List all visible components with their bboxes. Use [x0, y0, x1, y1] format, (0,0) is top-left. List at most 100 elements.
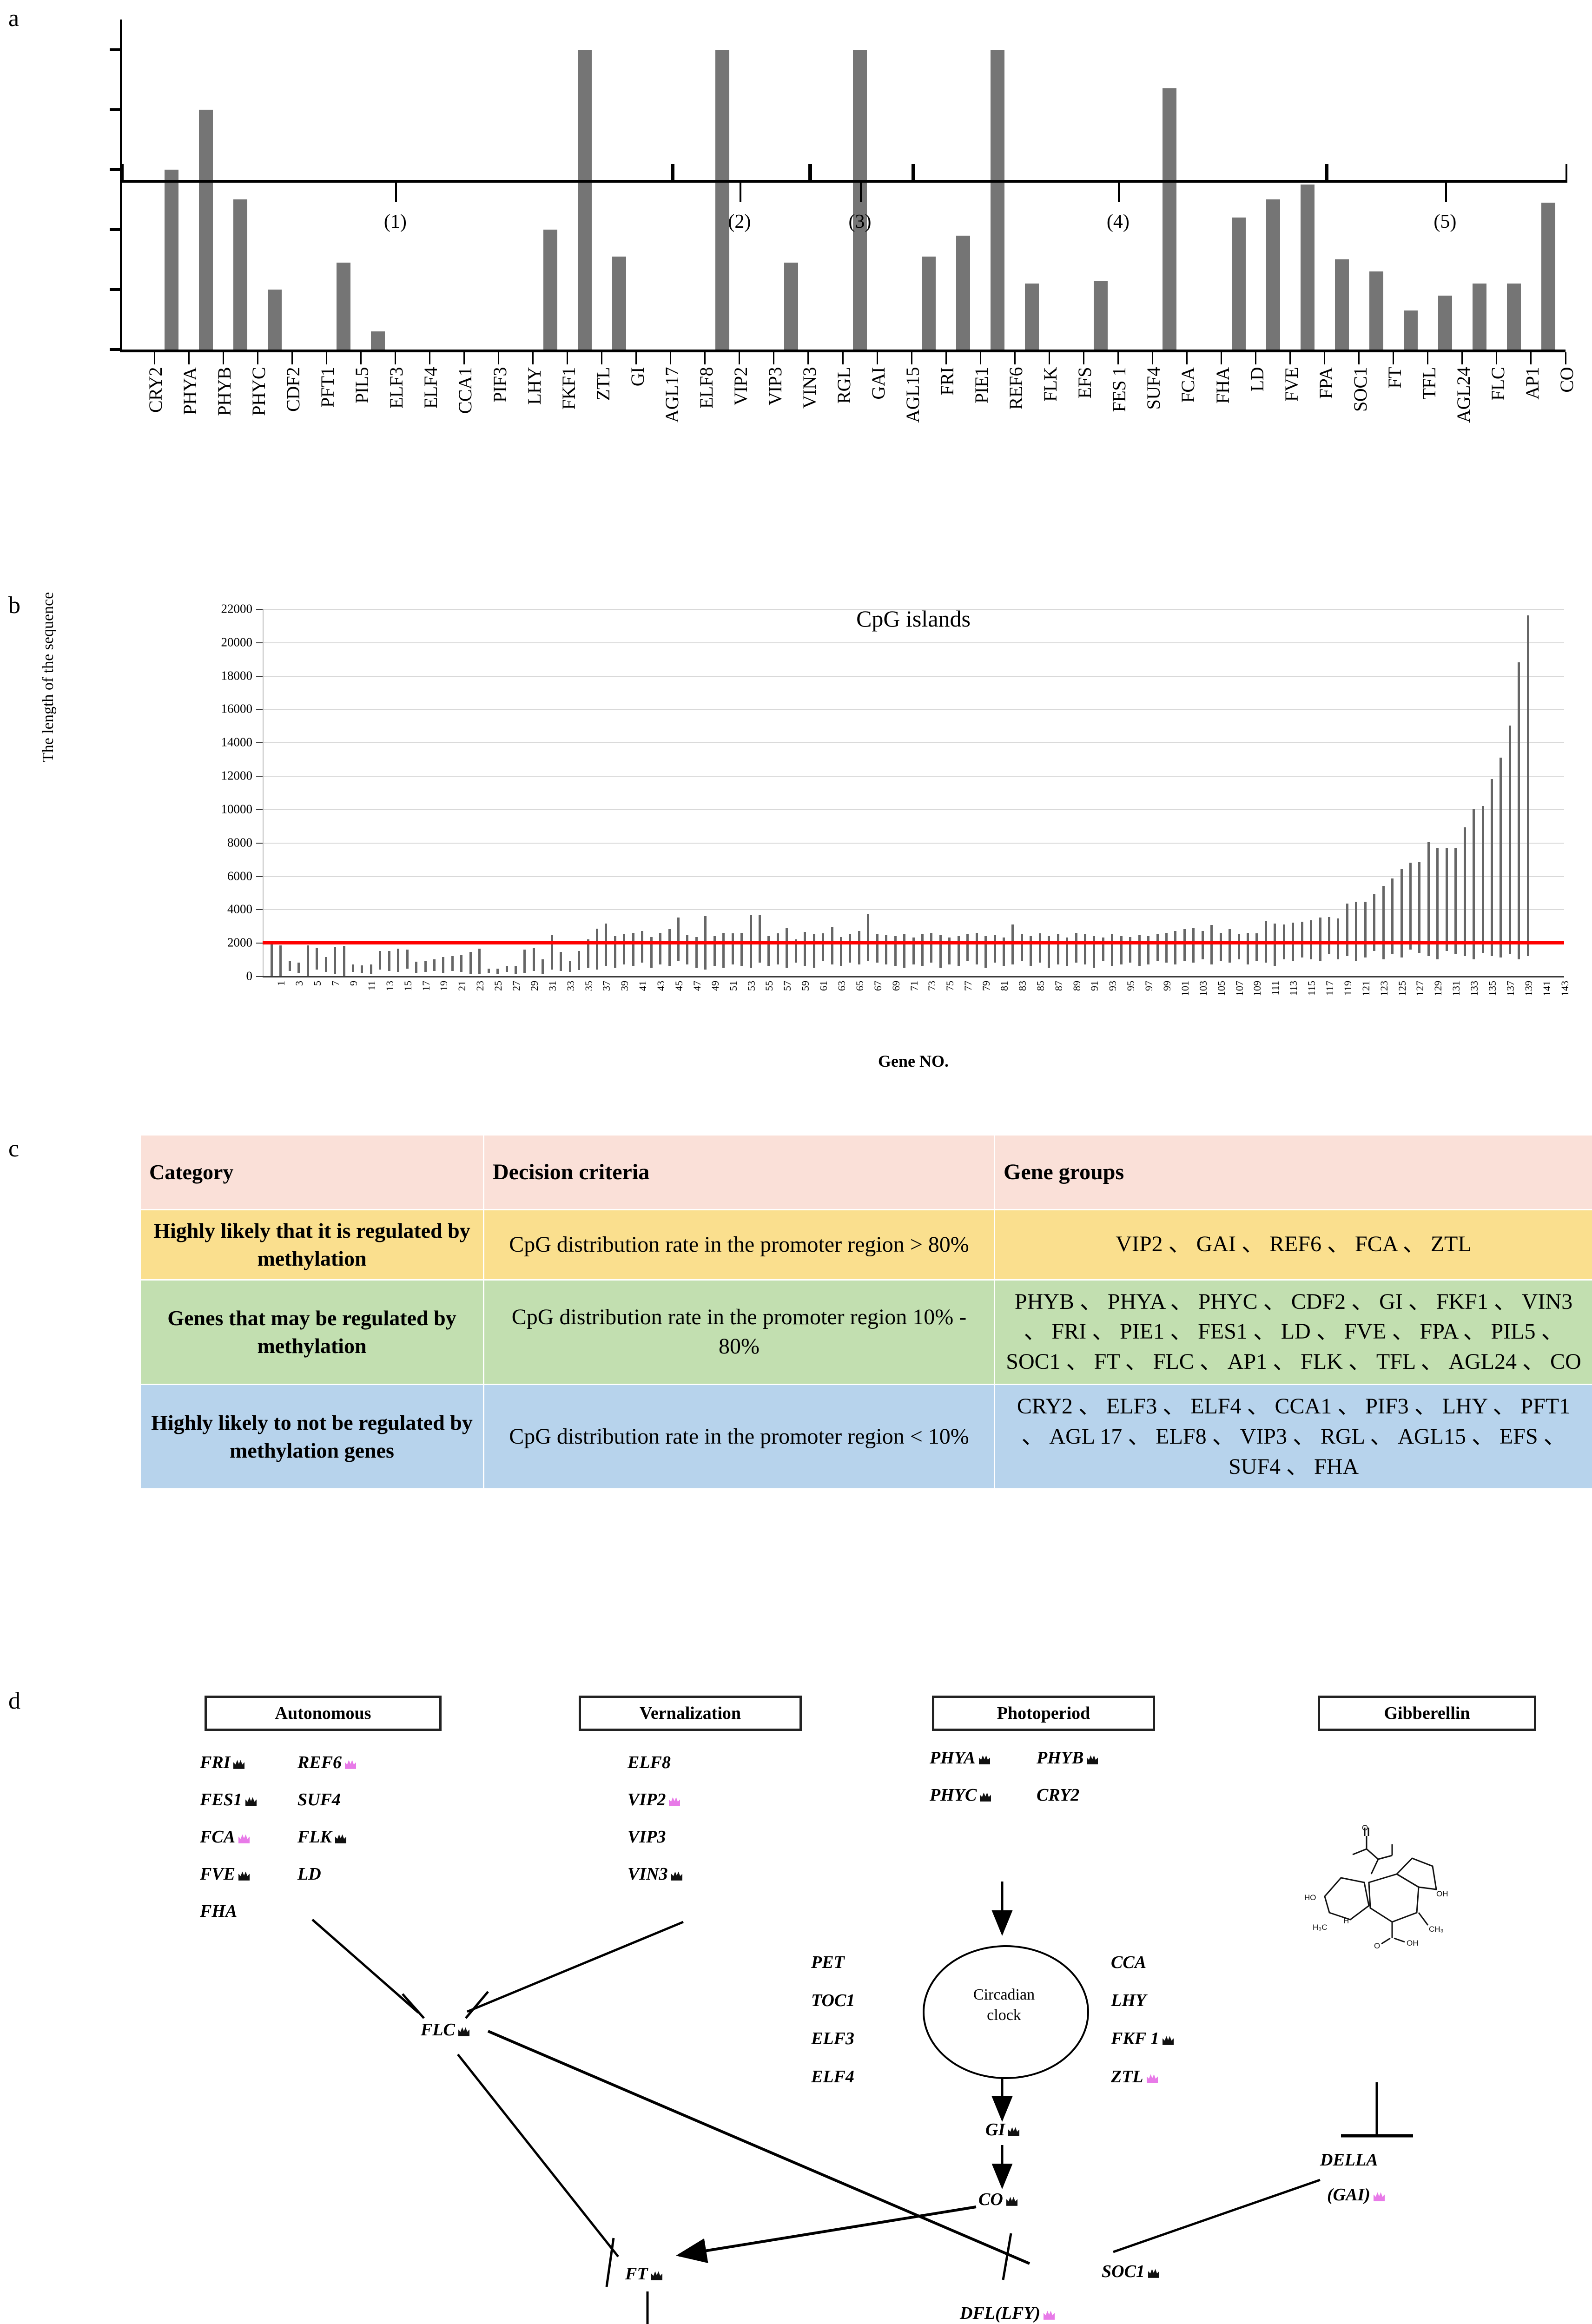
group-label: (2)	[728, 211, 751, 232]
x-tick-label: ELF3	[386, 367, 407, 409]
x-tick-label: 51	[727, 981, 739, 991]
gene-name: DELLA	[1320, 2150, 1378, 2170]
vernalization-gene-elf8: ELF8	[628, 1752, 671, 1773]
bar	[233, 199, 248, 350]
group-bracket	[810, 164, 914, 183]
gene-name: (GAI)	[1327, 2185, 1370, 2205]
x-tick-label: 123	[1378, 981, 1390, 996]
x-tick-label: FVE	[1281, 367, 1302, 402]
x-tick	[945, 352, 947, 364]
range-bar	[1120, 936, 1123, 964]
autonomous-gene-suf4: SUF4	[297, 1789, 341, 1810]
x-tick	[1048, 352, 1050, 364]
x-tick-label: 13	[383, 981, 396, 991]
x-tick-label: 15	[402, 981, 414, 991]
range-bar	[722, 932, 725, 968]
bar	[268, 289, 282, 350]
table-body: Highly likely that it is regulated by me…	[139, 1209, 1592, 1490]
svg-text:OH: OH	[1407, 1939, 1419, 1948]
range-bar	[1319, 918, 1321, 961]
photoperiod-gene-phyb: PHYB	[1037, 1748, 1101, 1768]
range-bar	[270, 944, 273, 976]
x-tick	[739, 352, 740, 364]
pathway-box-photoperiod: Photoperiod	[932, 1696, 1155, 1731]
range-bar	[1237, 934, 1240, 960]
gene-name: TOC1	[811, 1991, 855, 2010]
range-bar	[433, 959, 436, 971]
clock-right-gene-ztl: ZTL	[1111, 2067, 1161, 2087]
gene-name: VIP3	[628, 1827, 666, 1847]
y-tick	[110, 348, 120, 351]
x-tick	[463, 352, 465, 364]
gene-name: PHYA	[930, 1748, 976, 1768]
range-bar	[930, 932, 933, 963]
x-tick-label: 49	[709, 981, 721, 991]
cell-criteria: CpG distribution rate in the promoter re…	[483, 1279, 995, 1385]
x-tick-label: RGL	[833, 367, 854, 404]
cell-criteria: CpG distribution rate in the promoter re…	[483, 1383, 995, 1490]
crown-icon	[1044, 2311, 1055, 2320]
range-bar	[813, 934, 815, 968]
x-tick-label: 77	[962, 981, 974, 991]
x-tick-label: 23	[474, 981, 486, 991]
gridline	[263, 776, 1564, 777]
range-bar	[1002, 938, 1005, 966]
range-bar	[1210, 925, 1213, 964]
group-label: (1)	[383, 211, 407, 232]
gene-name: GI	[985, 2120, 1005, 2139]
x-tick-label: VIP2	[730, 367, 751, 406]
gridline	[263, 709, 1564, 710]
x-tick	[1083, 352, 1084, 364]
clock-left-gene-pet: PET	[811, 1952, 845, 1973]
x-tick-label: 133	[1468, 981, 1480, 996]
x-tick-label: TFL	[1418, 367, 1440, 400]
bar	[1472, 284, 1486, 350]
gai-label: (GAI)	[1327, 2185, 1388, 2205]
bar	[784, 262, 798, 350]
range-bar	[605, 923, 608, 966]
range-bar	[623, 934, 626, 964]
x-tick-label: 3	[293, 981, 305, 986]
range-bar	[550, 935, 553, 970]
group-bracket-stem	[395, 183, 397, 202]
gene-name: CRY2	[1037, 1785, 1080, 1805]
y-tick	[256, 809, 263, 810]
y-tick	[256, 609, 263, 610]
x-tick-label: 139	[1522, 981, 1534, 996]
range-bar	[1526, 615, 1529, 956]
gene-name: ELF8	[628, 1753, 671, 1772]
range-bar	[1445, 847, 1448, 951]
y-tick-label: 20000	[221, 635, 253, 649]
range-bar	[885, 935, 888, 964]
range-bar	[1102, 938, 1104, 961]
gene-name: CO	[978, 2190, 1003, 2209]
x-tick-label: 137	[1504, 981, 1516, 996]
x-tick-label: GAI	[868, 367, 889, 400]
x-tick-label: 125	[1396, 981, 1408, 996]
range-bar	[1337, 918, 1340, 960]
range-bar	[966, 934, 969, 961]
x-tick-label: VIN3	[799, 367, 820, 409]
range-bar	[1183, 929, 1186, 961]
x-tick	[911, 352, 912, 364]
panel-b-title: CpG islands	[856, 606, 971, 632]
crown-icon	[1008, 2127, 1020, 2136]
y-tick	[256, 642, 263, 643]
bar	[1334, 259, 1349, 350]
x-tick-label: EFS	[1074, 367, 1096, 399]
y-tick	[110, 288, 120, 291]
range-bar	[849, 934, 852, 963]
cell-category: Highly likely that it is regulated by me…	[139, 1209, 484, 1281]
x-tick	[1530, 352, 1532, 364]
range-bar	[316, 947, 318, 970]
range-bar	[1373, 894, 1376, 951]
bar	[1506, 284, 1521, 350]
range-bar	[1192, 927, 1195, 963]
gene-name: FKF 1	[1111, 2029, 1159, 2048]
x-tick-label: PIF3	[489, 367, 510, 403]
x-tick-label: 21	[456, 981, 468, 991]
range-bar	[740, 932, 743, 966]
x-tick-label: ELF4	[420, 367, 442, 409]
x-tick	[1117, 352, 1119, 364]
x-tick-label: 83	[1016, 981, 1028, 991]
